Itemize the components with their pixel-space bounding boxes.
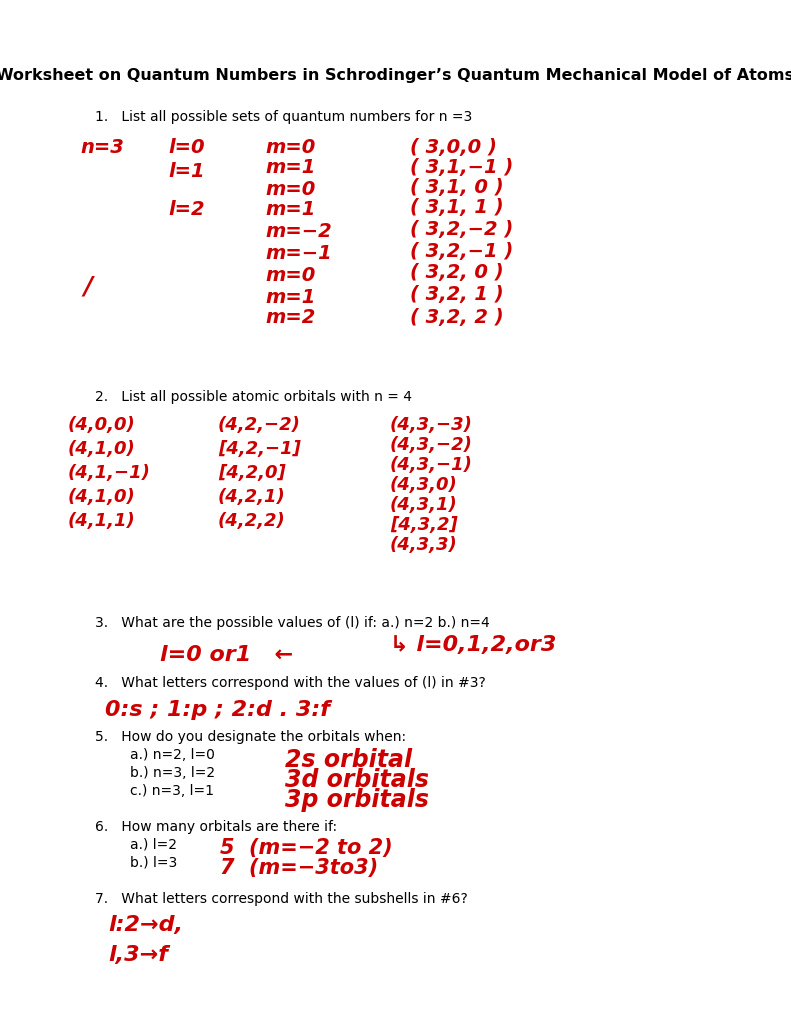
Text: l=2: l=2: [168, 200, 205, 219]
Text: m=0: m=0: [265, 180, 316, 199]
Text: (4,3,−2): (4,3,−2): [390, 436, 473, 454]
Text: /: /: [83, 275, 92, 299]
Text: l=1: l=1: [168, 162, 205, 181]
Text: m=0: m=0: [265, 266, 316, 285]
Text: ( 3,0,0 ): ( 3,0,0 ): [410, 138, 497, 157]
Text: m=−1: m=−1: [265, 244, 331, 263]
Text: (4,3,1): (4,3,1): [390, 496, 458, 514]
Text: b.) n=3, l=2: b.) n=3, l=2: [95, 766, 215, 780]
Text: m=1: m=1: [265, 288, 316, 307]
Text: (4,2,−2): (4,2,−2): [218, 416, 301, 434]
Text: 5.   How do you designate the orbitals when:: 5. How do you designate the orbitals whe…: [95, 730, 406, 744]
Text: ( 3,2, 0 ): ( 3,2, 0 ): [410, 263, 504, 282]
Text: n=3: n=3: [80, 138, 124, 157]
Text: m=1: m=1: [265, 200, 316, 219]
Text: ( 3,1,−1 ): ( 3,1,−1 ): [410, 158, 513, 177]
Text: (4,1,0): (4,1,0): [68, 488, 136, 506]
Text: m=−2: m=−2: [265, 222, 331, 241]
Text: l=0: l=0: [168, 138, 205, 157]
Text: l:2→d,: l:2→d,: [108, 915, 183, 935]
Text: 3d orbitals: 3d orbitals: [285, 768, 429, 792]
Text: (4,2,2): (4,2,2): [218, 512, 286, 530]
Text: a.) n=2, l=0: a.) n=2, l=0: [95, 748, 215, 762]
Text: m=1: m=1: [265, 158, 316, 177]
Text: (4,1,−1): (4,1,−1): [68, 464, 151, 482]
Text: ↳ l=0,1,2,or3: ↳ l=0,1,2,or3: [390, 635, 556, 655]
Text: 5  (m=−2 to 2): 5 (m=−2 to 2): [220, 838, 392, 858]
Text: 7.   What letters correspond with the subshells in #6?: 7. What letters correspond with the subs…: [95, 892, 467, 906]
Text: l,3→f: l,3→f: [108, 945, 168, 965]
Text: (4,3,−3): (4,3,−3): [390, 416, 473, 434]
Text: a.) l=2: a.) l=2: [95, 838, 177, 852]
Text: 3.   What are the possible values of (l) if: a.) n=2 b.) n=4: 3. What are the possible values of (l) i…: [95, 616, 490, 630]
Text: ( 3,2,−2 ): ( 3,2,−2 ): [410, 220, 513, 239]
Text: ( 3,2, 1 ): ( 3,2, 1 ): [410, 285, 504, 304]
Text: ( 3,2,−1 ): ( 3,2,−1 ): [410, 242, 513, 261]
Text: [4,3,2]: [4,3,2]: [390, 516, 458, 534]
Text: Worksheet on Quantum Numbers in Schrodinger’s Quantum Mechanical Model of Atoms: Worksheet on Quantum Numbers in Schrodin…: [0, 68, 791, 83]
Text: m=0: m=0: [265, 138, 316, 157]
Text: 3p orbitals: 3p orbitals: [285, 788, 429, 812]
Text: ( 3,1, 1 ): ( 3,1, 1 ): [410, 198, 504, 217]
Text: 4.   What letters correspond with the values of (l) in #3?: 4. What letters correspond with the valu…: [95, 676, 486, 690]
Text: 7  (m=−3to3): 7 (m=−3to3): [220, 858, 378, 878]
Text: (4,3,3): (4,3,3): [390, 536, 458, 554]
Text: (4,1,1): (4,1,1): [68, 512, 136, 530]
Text: c.) n=3, l=1: c.) n=3, l=1: [95, 784, 214, 798]
Text: b.) l=3: b.) l=3: [95, 856, 177, 870]
Text: ( 3,1, 0 ): ( 3,1, 0 ): [410, 178, 504, 197]
Text: m=2: m=2: [265, 308, 316, 327]
Text: 2.   List all possible atomic orbitals with n = 4: 2. List all possible atomic orbitals wit…: [95, 390, 412, 404]
Text: 0:s ; 1:p ; 2:d . 3:f: 0:s ; 1:p ; 2:d . 3:f: [105, 700, 330, 720]
Text: [4,2,−1]: [4,2,−1]: [218, 440, 301, 458]
Text: (4,2,1): (4,2,1): [218, 488, 286, 506]
Text: (4,3,0): (4,3,0): [390, 476, 458, 494]
Text: (4,3,−1): (4,3,−1): [390, 456, 473, 474]
Text: 1.   List all possible sets of quantum numbers for n =3: 1. List all possible sets of quantum num…: [95, 110, 472, 124]
Text: (4,0,0): (4,0,0): [68, 416, 136, 434]
Text: [4,2,0]: [4,2,0]: [218, 464, 286, 482]
Text: l=0 or1   ←: l=0 or1 ←: [160, 645, 293, 665]
Text: 2s orbital: 2s orbital: [285, 748, 412, 772]
Text: 6.   How many orbitals are there if:: 6. How many orbitals are there if:: [95, 820, 337, 834]
Text: (4,1,0): (4,1,0): [68, 440, 136, 458]
Text: ( 3,2, 2 ): ( 3,2, 2 ): [410, 308, 504, 327]
